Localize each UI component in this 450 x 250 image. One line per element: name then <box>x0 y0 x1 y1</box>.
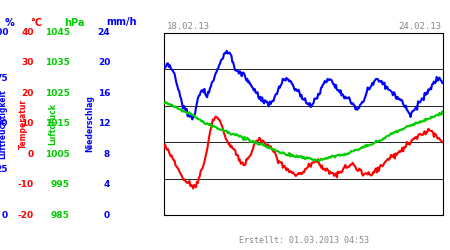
Text: 0: 0 <box>27 150 34 159</box>
Text: 12: 12 <box>98 119 110 128</box>
Text: 30: 30 <box>22 58 34 68</box>
Text: 24.02.13: 24.02.13 <box>398 22 441 31</box>
Text: 1045: 1045 <box>45 28 70 37</box>
Text: -10: -10 <box>18 180 34 189</box>
Text: 100: 100 <box>0 28 8 37</box>
Text: 20: 20 <box>98 58 110 68</box>
Text: 24: 24 <box>98 28 110 37</box>
Text: 1025: 1025 <box>45 89 70 98</box>
Text: hPa: hPa <box>64 18 85 28</box>
Text: 0: 0 <box>2 210 8 220</box>
Text: 985: 985 <box>51 210 70 220</box>
Text: 8: 8 <box>104 150 110 159</box>
Text: 1005: 1005 <box>45 150 70 159</box>
Text: 16: 16 <box>98 89 110 98</box>
Text: 1015: 1015 <box>45 119 70 128</box>
Text: °C: °C <box>30 18 42 28</box>
Text: Luftdruck: Luftdruck <box>49 103 58 145</box>
Text: 18.02.13: 18.02.13 <box>166 22 210 31</box>
Text: 50: 50 <box>0 119 8 128</box>
Text: 20: 20 <box>22 89 34 98</box>
Text: 40: 40 <box>21 28 34 37</box>
Text: Erstellt: 01.03.2013 04:53: Erstellt: 01.03.2013 04:53 <box>239 236 369 245</box>
Text: 25: 25 <box>0 165 8 174</box>
Text: Temperatur: Temperatur <box>19 99 28 149</box>
Text: -20: -20 <box>18 210 34 220</box>
Text: Niederschlag: Niederschlag <box>86 95 94 152</box>
Text: 4: 4 <box>104 180 110 189</box>
Text: 995: 995 <box>51 180 70 189</box>
Text: %: % <box>5 18 15 28</box>
Text: 10: 10 <box>22 119 34 128</box>
Text: mm/h: mm/h <box>106 18 137 28</box>
Text: 1035: 1035 <box>45 58 70 68</box>
Text: Luftfeuchtigkeit: Luftfeuchtigkeit <box>0 89 7 159</box>
Text: 0: 0 <box>104 210 110 220</box>
Text: 75: 75 <box>0 74 8 82</box>
